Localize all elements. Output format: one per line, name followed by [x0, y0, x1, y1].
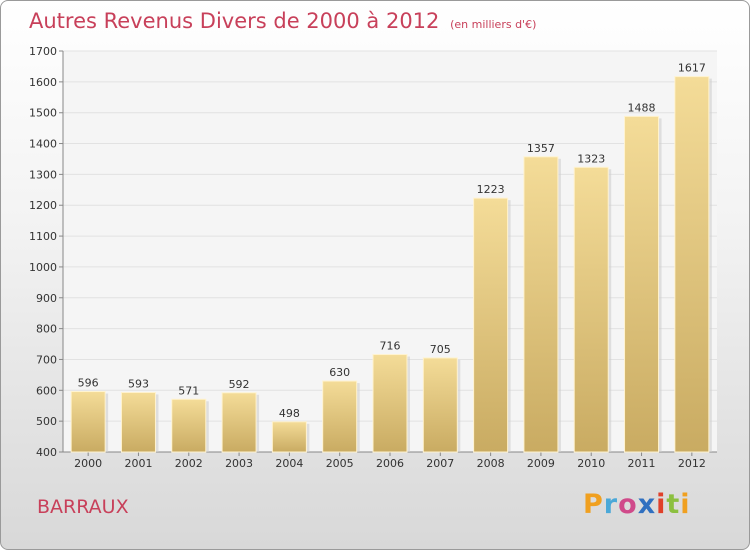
x-tick-label: 2007: [426, 457, 454, 470]
y-tick-label: 1300: [29, 168, 57, 181]
bar-2004: [271, 421, 307, 453]
x-tick-label: 2001: [124, 457, 152, 470]
x-tick-label: 2006: [376, 457, 404, 470]
bar-2002: [171, 398, 207, 453]
data-label: 1488: [628, 101, 656, 114]
data-label: 498: [279, 407, 300, 420]
bar-2012: [674, 76, 710, 453]
y-tick-label: 600: [36, 384, 57, 397]
location-name: BARRAUX: [37, 496, 129, 518]
y-tick-label: 1200: [29, 199, 57, 212]
y-tick-label: 700: [36, 353, 57, 366]
data-label: 716: [380, 340, 401, 353]
bar-2006: [372, 354, 408, 453]
data-label: 1357: [527, 142, 555, 155]
chart-title: Autres Revenus Divers de 2000 à 2012 (en…: [29, 9, 536, 33]
y-tick-label: 1100: [29, 230, 57, 243]
y-tick-label: 900: [36, 292, 57, 305]
logo-letter: o: [618, 489, 638, 520]
y-tick-label: 1000: [29, 261, 57, 274]
y-tick-label: 500: [36, 415, 57, 428]
logo-letter: i: [656, 489, 667, 520]
bar-2009: [523, 156, 559, 453]
x-tick-label: 2009: [527, 457, 555, 470]
proxiti-logo: Proxiti: [583, 489, 691, 520]
data-label: 1223: [477, 183, 505, 196]
x-tick-label: 2012: [678, 457, 706, 470]
bar-2003: [221, 392, 257, 453]
bar-2008: [473, 197, 509, 453]
y-tick-label: 1600: [29, 76, 57, 89]
logo-letter: x: [637, 489, 657, 520]
bar-2007: [422, 357, 458, 453]
logo-letter: P: [583, 489, 604, 520]
y-tick-label: 400: [36, 446, 57, 459]
bar-2000: [70, 391, 106, 453]
x-tick-label: 2011: [628, 457, 656, 470]
data-label: 592: [229, 378, 250, 391]
chart-title-text: Autres Revenus Divers de 2000 à 2012: [29, 9, 440, 33]
logo-letter: i: [680, 489, 691, 520]
data-label: 705: [430, 343, 451, 356]
x-tick-label: 2000: [74, 457, 102, 470]
data-label: 571: [178, 384, 199, 397]
bar-2001: [120, 391, 156, 453]
logo-letter: t: [666, 489, 681, 520]
x-tick-label: 2008: [477, 457, 505, 470]
bar-2010: [573, 166, 609, 453]
chart-subtitle: (en milliers d'€): [450, 18, 537, 31]
x-tick-label: 2002: [175, 457, 203, 470]
data-label: 593: [128, 377, 149, 390]
logo-letter: r: [603, 489, 619, 520]
y-tick-label: 1700: [29, 45, 57, 58]
bar-2011: [624, 115, 660, 453]
data-label: 596: [78, 377, 99, 390]
data-label: 630: [329, 366, 350, 379]
y-tick-label: 1500: [29, 107, 57, 120]
bar-2005: [322, 380, 358, 453]
y-tick-label: 800: [36, 323, 57, 336]
y-tick-label: 1400: [29, 138, 57, 151]
x-tick-label: 2010: [577, 457, 605, 470]
x-tick-label: 2005: [326, 457, 354, 470]
x-tick-label: 2004: [275, 457, 303, 470]
data-label: 1617: [678, 62, 706, 75]
data-label: 1323: [577, 152, 605, 165]
x-tick-label: 2003: [225, 457, 253, 470]
